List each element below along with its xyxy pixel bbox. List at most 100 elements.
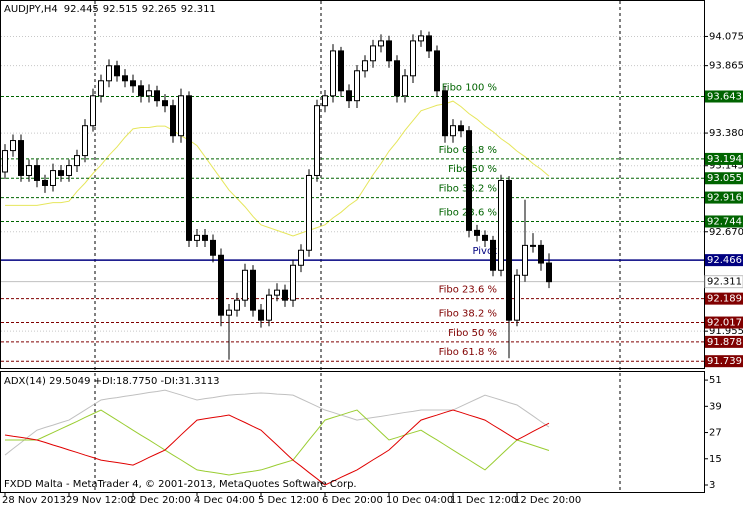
- candle-body: [362, 60, 368, 72]
- last-low: 92.265: [142, 4, 177, 15]
- indicator-line: [5, 409, 550, 476]
- y-tick-label: 3: [709, 480, 715, 491]
- level-label: Fibo 50 %: [448, 328, 497, 339]
- y-tick-label: 92.670: [709, 227, 743, 238]
- adx-title: ADX(14) 29.5049 +DI:18.7750 -DI:31.3113: [4, 376, 220, 387]
- separators: [94, 1, 621, 492]
- candle-body: [42, 179, 48, 186]
- candle-body: [298, 249, 304, 266]
- y-tick-label: 39: [709, 401, 722, 412]
- candle-body: [450, 125, 456, 137]
- candle-body: [322, 95, 328, 107]
- candle-body: [178, 95, 184, 137]
- x-tick-label: 29 Nov 12:00: [66, 495, 133, 506]
- candle-body: [314, 105, 320, 176]
- candle-body: [418, 35, 424, 42]
- candle-body: [34, 165, 40, 181]
- level-price-label: 93.194: [707, 154, 742, 165]
- candle-body: [114, 65, 120, 77]
- level-price-box: [705, 316, 743, 329]
- candle-body: [82, 125, 88, 157]
- level-price-label: 93.643: [707, 92, 742, 103]
- candle-body: [90, 95, 96, 127]
- candle-body: [186, 95, 192, 241]
- candle-body: [514, 274, 520, 321]
- candle-body: [338, 50, 344, 92]
- candle-body: [434, 50, 440, 92]
- candle-body: [10, 140, 16, 152]
- candle-body: [410, 40, 416, 77]
- candle-body: [130, 80, 136, 87]
- candle-body: [458, 125, 464, 132]
- level-label: Fibo 38.2 %: [439, 309, 497, 320]
- candle-body: [18, 140, 24, 176]
- y-tick-label: 91.955: [709, 326, 743, 337]
- x-tick-label: 12 Dec 20:00: [514, 495, 581, 506]
- candle-body: [162, 100, 168, 107]
- candle-body: [306, 174, 312, 251]
- adx-panel: [0, 371, 705, 493]
- level-label: Fibo 23.6 %: [439, 285, 497, 296]
- candle-body: [98, 80, 104, 97]
- candle-body: [202, 234, 208, 241]
- candle-body: [26, 165, 32, 176]
- level-price-label: 91.878: [707, 337, 742, 348]
- candle-body: [50, 170, 56, 186]
- candle-body: [402, 75, 408, 97]
- candle-body: [2, 150, 8, 173]
- level-price-label: 92.017: [707, 318, 742, 329]
- axes: 94.075 93.865 93.380 93.145 92.670 91.955 28 N…: [2, 31, 743, 506]
- level-price-label: 92.466: [707, 255, 742, 266]
- candle-body: [58, 170, 64, 176]
- candle-body: [122, 75, 128, 82]
- candle-body: [138, 85, 144, 97]
- level-price-box: [705, 355, 743, 368]
- chart-header: AUDJPY,H4 92.445 92.515 92.265 92.311: [4, 4, 216, 15]
- candle-body: [282, 289, 288, 301]
- footer: FXDD Malta - MetaTrader 4, © 2001-2013, …: [4, 479, 357, 490]
- level-price-label: 92.189: [707, 294, 742, 305]
- candle-body: [266, 294, 272, 321]
- candle-body: [106, 65, 112, 82]
- candle-body: [258, 309, 264, 321]
- level-label: Pivot: [472, 246, 497, 257]
- candle-body: [442, 90, 448, 137]
- candle-body: [378, 40, 384, 47]
- price-label: 92.311: [707, 277, 742, 288]
- indicator-line: [5, 100, 550, 237]
- candle-body: [354, 70, 360, 102]
- adx-plot: [4, 389, 550, 486]
- candle-body: [290, 264, 296, 301]
- y-tick-label: 93.865: [709, 61, 743, 72]
- x-tick-label: 6 Dec 20:00: [322, 495, 383, 506]
- x-tick-label: 4 Dec 04:00: [194, 495, 255, 506]
- level-label: Fibo 100 %: [442, 83, 497, 94]
- candle-body: [74, 155, 80, 167]
- x-tick-label: 10 Dec 04:00: [386, 495, 453, 506]
- candle-body: [146, 90, 152, 97]
- last-high: 92.515: [103, 4, 138, 15]
- indicator-line: [4, 409, 550, 486]
- candle-body: [490, 239, 496, 271]
- level-price-label: 92.916: [707, 193, 742, 204]
- last-open: 92.445: [64, 4, 99, 15]
- candle-body: [466, 130, 472, 231]
- price-box: [704, 275, 743, 289]
- candle-body: [274, 289, 280, 296]
- symbol: AUDJPY,H4: [4, 4, 58, 15]
- main-plot: Fibo 100 % Fibo 61.8 % Fibo 50 % Fibo 38.2 …: [1, 30, 704, 362]
- y-tick-label: 15: [709, 454, 722, 465]
- candle-body: [474, 229, 480, 236]
- candle-body: [506, 179, 512, 321]
- level-price-box: [705, 292, 743, 305]
- y-tick-label: 93.380: [709, 128, 743, 139]
- candle-body: [242, 269, 248, 301]
- candle-body: [522, 244, 528, 276]
- x-tick-label: 5 Dec 12:00: [258, 495, 319, 506]
- level-price-label: 93.055: [707, 173, 742, 184]
- candle-body: [226, 309, 232, 316]
- candle-body: [346, 90, 352, 102]
- level-price-box: [705, 191, 743, 204]
- y-tick-label: 94.075: [709, 31, 743, 42]
